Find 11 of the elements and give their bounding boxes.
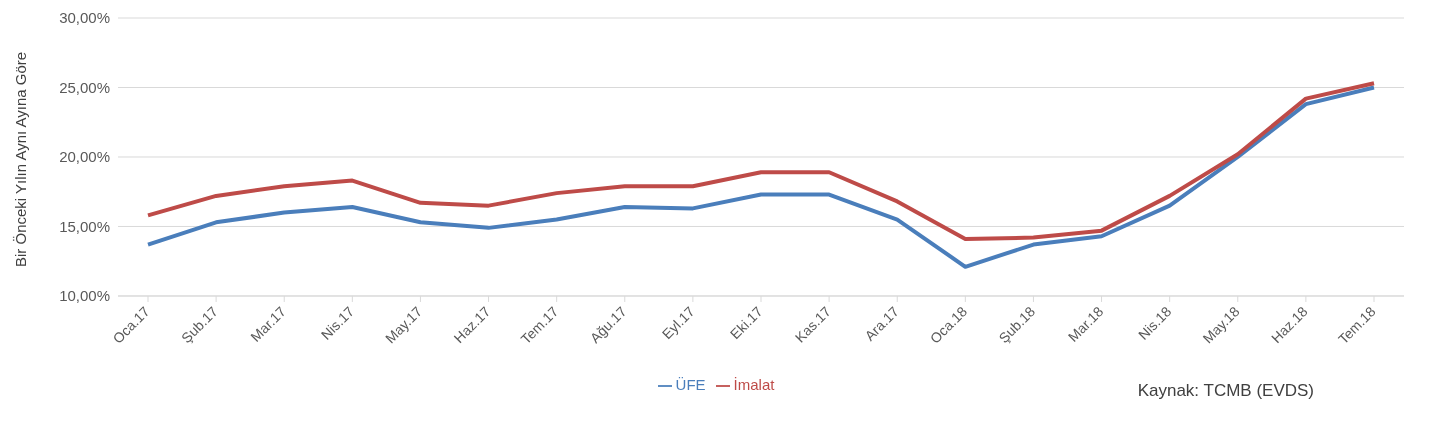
y-tick-label: 25,00%: [59, 78, 110, 96]
y-tick-label: 20,00%: [59, 148, 110, 166]
legend-label: İmalat: [733, 375, 775, 393]
y-tick-label: 10,00%: [59, 287, 110, 305]
y-tick-label: 30,00%: [59, 9, 110, 27]
legend-label: ÜFE: [675, 375, 706, 393]
y-axis-title: Bir Önceki Yılın Aynı Ayına Göre: [12, 51, 30, 267]
line-series: [146, 81, 1376, 241]
y-tick-label: 15,00%: [59, 217, 110, 235]
line-series: [146, 85, 1376, 269]
text: Kaynak: TCMB (EVDS): [1137, 381, 1314, 401]
